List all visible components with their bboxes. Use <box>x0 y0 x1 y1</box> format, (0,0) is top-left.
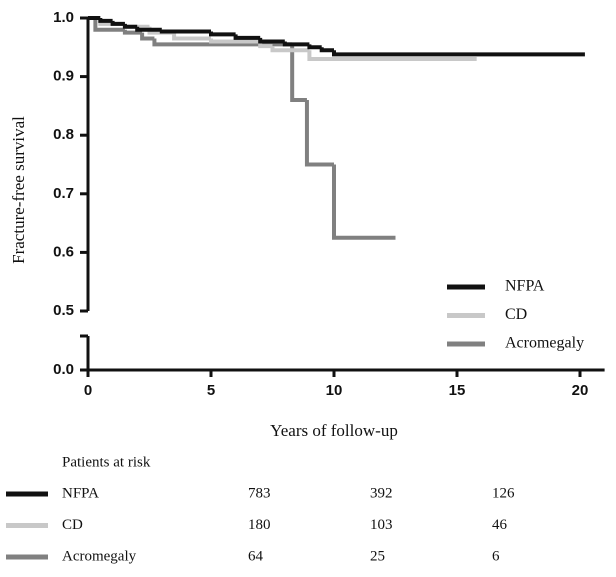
survival-step <box>152 38 293 47</box>
y-tick-label: 0.6 <box>53 243 74 260</box>
survival-step <box>332 50 585 57</box>
survival-step <box>307 50 477 62</box>
survival-step <box>140 32 155 41</box>
x-tick-label: 10 <box>326 382 343 399</box>
risk-row-name: CD <box>62 517 83 533</box>
survival-step <box>209 31 236 37</box>
y-tick-label: 1.0 <box>53 9 74 26</box>
y-axis-label: Fracture-free survival <box>9 116 28 264</box>
survival-step <box>135 26 162 32</box>
risk-count: 392 <box>370 485 393 501</box>
risk-count: 126 <box>492 485 515 501</box>
risk-count: 6 <box>492 548 500 564</box>
risk-row-name: NFPA <box>62 485 99 501</box>
legend-label: NFPA <box>505 278 545 295</box>
y-tick-label: 0.8 <box>53 126 74 143</box>
y-tick-label: 0.0 <box>53 361 74 378</box>
risk-count: 25 <box>370 548 385 564</box>
risk-table-title: Patients at risk <box>62 454 151 470</box>
survival-step <box>290 44 307 103</box>
risk-count: 103 <box>370 517 393 533</box>
y-tick-label: 0.5 <box>53 302 74 319</box>
survival-step <box>172 32 211 41</box>
x-tick-label: 0 <box>84 382 92 399</box>
x-axis-label: Years of follow-up <box>270 421 398 440</box>
y-tick-label: 0.9 <box>53 68 74 85</box>
survival-step <box>209 38 261 44</box>
survival-step <box>122 23 138 29</box>
survival-step <box>270 46 310 53</box>
risk-count: 46 <box>492 517 508 533</box>
x-tick-label: 20 <box>572 382 589 399</box>
survival-step <box>110 20 125 26</box>
y-tick-label: 0.7 <box>53 185 74 202</box>
survival-step <box>258 37 285 44</box>
survival-step <box>282 41 310 47</box>
survival-step <box>332 164 396 240</box>
survival-step <box>233 34 261 40</box>
survival-step <box>122 29 143 35</box>
survival-step <box>304 100 334 167</box>
survival-step <box>159 29 211 34</box>
survival-step <box>93 18 125 32</box>
legend-label: Acromegaly <box>505 335 584 352</box>
risk-count: 783 <box>248 485 271 501</box>
x-tick-label: 5 <box>207 382 215 399</box>
survival-step <box>319 47 334 53</box>
legend-label: CD <box>505 306 527 323</box>
survival-step <box>307 44 322 50</box>
survival-step <box>98 18 113 23</box>
risk-count: 64 <box>248 548 264 564</box>
risk-count: 180 <box>248 517 271 533</box>
x-tick-label: 15 <box>449 382 466 399</box>
risk-row-name: Acromegaly <box>62 548 137 564</box>
